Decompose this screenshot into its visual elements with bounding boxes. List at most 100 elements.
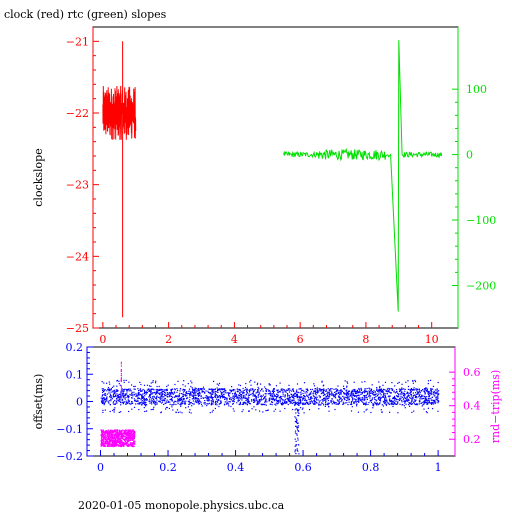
offset-point [238, 384, 240, 386]
offset-point [306, 395, 308, 397]
round-trip-point [123, 443, 125, 445]
offset-point [430, 379, 432, 381]
offset-point [169, 403, 171, 405]
offset-point [105, 400, 107, 402]
round-trip-point [122, 442, 125, 444]
offset-point [377, 404, 379, 406]
offset-point [257, 382, 259, 384]
offset-point [298, 444, 300, 446]
offset-point [277, 389, 279, 391]
offset-point [216, 395, 219, 397]
offset-point [379, 399, 381, 401]
offset-point [389, 395, 391, 397]
offset-point [247, 395, 249, 397]
offset-point [248, 394, 251, 396]
offset-point [159, 397, 161, 399]
offset-point [344, 380, 346, 382]
offset-point [425, 399, 427, 401]
offset-point [422, 404, 424, 406]
offset-point [119, 400, 121, 403]
round-trip-point [107, 442, 110, 444]
offset-point [124, 401, 126, 403]
offset-point [313, 397, 315, 399]
offset-point [350, 402, 352, 404]
offset-point [206, 405, 208, 407]
offset-point [370, 392, 372, 394]
offset-point [283, 401, 285, 403]
offset-point [309, 393, 311, 395]
offset-point [130, 403, 132, 405]
offset-point [217, 391, 219, 393]
offset-point [248, 389, 250, 391]
offset-point [180, 403, 182, 405]
offset-point [200, 395, 202, 397]
offset-point [378, 381, 380, 383]
offset-point [273, 410, 275, 412]
offset-point [292, 402, 294, 405]
round-trip-point [105, 436, 107, 438]
offset-point [345, 394, 348, 396]
offset-point [294, 445, 296, 447]
offset-point [364, 388, 366, 390]
offset-point [319, 404, 321, 406]
offset-point [388, 399, 391, 401]
offset-point [438, 390, 440, 392]
offset-point [214, 403, 217, 406]
offset-point [369, 392, 372, 394]
offset-point [427, 402, 429, 404]
offset-point [269, 400, 271, 402]
offset-point [113, 392, 115, 395]
offset-point [296, 427, 298, 429]
round-trip-point [120, 395, 122, 397]
offset-point [201, 388, 203, 390]
offset-point [384, 403, 386, 405]
offset-point [340, 392, 342, 394]
offset-point [131, 391, 133, 393]
offset-point [212, 390, 214, 392]
offset-point [237, 398, 239, 400]
offset-point [342, 401, 344, 403]
offset-point [413, 389, 415, 391]
offset-point [232, 408, 234, 410]
round-trip-point [104, 442, 106, 444]
offset-point [324, 402, 327, 404]
offset-point [345, 399, 348, 402]
offset-point [166, 389, 168, 391]
tick-label: −0.2 [56, 450, 83, 463]
round-trip-point [110, 438, 112, 440]
offset-point [375, 399, 377, 401]
offset-point [304, 402, 306, 404]
offset-point [333, 396, 335, 398]
offset-point [343, 397, 345, 399]
round-trip-point [129, 430, 131, 433]
offset-point [349, 403, 352, 405]
offset-point [184, 390, 186, 392]
offset-point [257, 389, 259, 391]
offset-point [195, 391, 197, 394]
offset-point [102, 389, 104, 392]
offset-point [187, 383, 189, 385]
offset-point [209, 396, 211, 398]
round-trip-point [120, 443, 122, 445]
offset-point [407, 400, 409, 402]
offset-point [216, 394, 218, 396]
round-trip-point [122, 432, 124, 435]
offset-point [134, 394, 136, 396]
offset-point [224, 398, 226, 400]
offset-point [298, 402, 300, 404]
slopes-x-axis: 0 2 4 6 8 10 [99, 322, 439, 346]
offset-point [378, 396, 380, 399]
offset-point [382, 395, 384, 397]
tick-label: 0.1 [66, 368, 84, 381]
offset-point [326, 397, 328, 399]
offset-point [399, 399, 401, 401]
offset-point [194, 394, 196, 396]
offset-point [412, 392, 414, 394]
offset-point [384, 396, 387, 398]
offset-point [139, 393, 141, 395]
offset-point [173, 391, 175, 393]
offset-point [325, 396, 327, 398]
offset-point [377, 397, 379, 399]
offset-point [294, 438, 296, 440]
offset-point [287, 388, 289, 390]
